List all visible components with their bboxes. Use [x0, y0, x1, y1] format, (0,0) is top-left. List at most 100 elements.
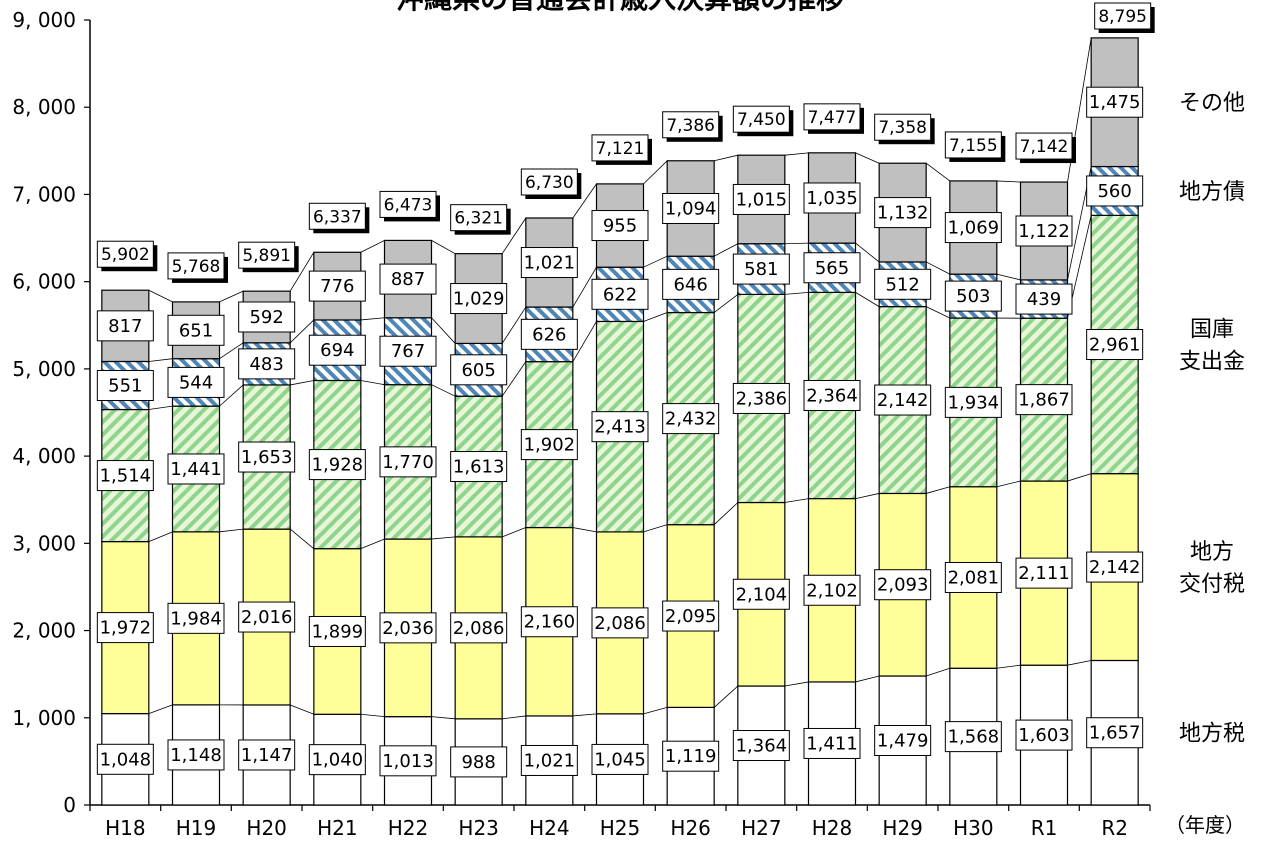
connector-line	[1067, 473, 1092, 482]
data-label: 817	[108, 316, 142, 337]
label-box	[308, 449, 366, 481]
label-box	[379, 446, 437, 478]
connector-line	[289, 319, 315, 344]
label-box	[591, 411, 649, 443]
connector-line	[148, 358, 173, 362]
connector-line	[431, 240, 456, 255]
connector-line	[855, 675, 880, 683]
connector-line	[572, 266, 597, 308]
label-box	[591, 134, 649, 162]
data-label: 1,040	[312, 750, 364, 771]
connector-line	[360, 380, 385, 386]
label-box	[450, 451, 508, 483]
data-label: 544	[179, 372, 213, 393]
connector-line	[784, 681, 809, 687]
connector-line	[855, 152, 880, 164]
label-box	[450, 354, 508, 386]
data-label: 1,984	[170, 608, 222, 629]
connector-line	[360, 538, 385, 550]
connector-line	[289, 252, 315, 292]
data-label: 1,934	[948, 392, 1000, 413]
connector-line	[219, 528, 244, 533]
label-box	[732, 730, 790, 762]
data-label: 512	[885, 274, 919, 295]
x-tick-label: H30	[953, 816, 994, 840]
data-label: 1,441	[170, 459, 222, 480]
total-label: 7,450	[737, 110, 786, 130]
connector-line	[784, 242, 809, 245]
label-box	[238, 301, 296, 333]
data-label: 1,899	[312, 621, 364, 642]
connector-line	[855, 493, 880, 499]
connector-line	[360, 317, 385, 321]
data-label: 2,142	[1089, 557, 1141, 578]
data-label: 551	[108, 376, 142, 397]
connector-line	[572, 321, 597, 362]
connector-line	[290, 704, 314, 715]
label-box	[96, 460, 154, 492]
label-box	[732, 382, 790, 414]
legend-label: 国庫	[1190, 318, 1234, 343]
label-box	[591, 278, 649, 310]
y-tick-label: 5, 000	[12, 357, 76, 381]
data-label: 2,364	[806, 385, 858, 406]
data-label: 1,657	[1089, 723, 1141, 744]
data-label: 1,514	[100, 466, 152, 487]
data-label: 1,867	[1018, 390, 1070, 411]
data-label: 988	[461, 752, 495, 773]
connector-line	[501, 306, 527, 344]
data-label: 2,386	[736, 388, 788, 409]
label-box	[803, 727, 861, 759]
total-label: 7,358	[878, 118, 927, 138]
label-box	[732, 253, 790, 285]
label-box	[944, 561, 1002, 593]
data-label: 2,102	[806, 580, 858, 601]
connector-line	[713, 685, 739, 708]
label-box	[308, 615, 366, 647]
data-label: 483	[249, 354, 283, 375]
label-box	[96, 310, 154, 342]
label-box	[379, 745, 437, 777]
x-tick-label: H26	[670, 816, 711, 840]
total-label: 5,902	[101, 245, 150, 265]
data-label: 622	[603, 284, 637, 305]
connector-line	[643, 312, 668, 322]
label-box	[379, 263, 437, 295]
chart-title: 沖縄県の普通会計歳入決算額の推移	[396, 0, 844, 15]
connector-line	[643, 707, 668, 715]
y-tick-label: 1, 000	[12, 706, 76, 730]
label-box	[520, 606, 578, 638]
label-box	[1015, 557, 1073, 589]
data-label: 581	[744, 259, 778, 280]
data-label: 2,086	[594, 613, 646, 634]
legend-label: 地方債	[1179, 180, 1245, 205]
label-box	[662, 268, 720, 300]
legend-label: 地方税	[1179, 722, 1245, 747]
label-box	[591, 210, 649, 242]
axes: 0 1, 000 2, 000 3, 000 4, 000 5, 000 6, 000 7, …	[12, 8, 1151, 840]
data-label: 1,119	[665, 746, 717, 767]
data-label: 1,364	[736, 736, 788, 757]
data-label: 955	[603, 216, 637, 237]
total-label: 5,891	[242, 246, 291, 266]
data-label: 1,902	[524, 435, 576, 456]
y-tick-label: 0	[63, 793, 76, 817]
x-tick-label: H19	[176, 816, 217, 840]
label-box	[662, 403, 720, 435]
label-box	[238, 348, 296, 380]
x-tick-label: H23	[458, 816, 499, 840]
connector-line	[502, 527, 526, 538]
data-label: 592	[249, 307, 283, 328]
label-box	[1094, 2, 1152, 30]
data-label: 2,142	[877, 390, 929, 411]
connector-line	[290, 380, 314, 386]
data-label: 694	[320, 340, 354, 361]
label-box	[520, 168, 578, 196]
connector-line	[925, 306, 951, 319]
x-tick-label: H27	[741, 816, 782, 840]
label-box	[662, 740, 720, 772]
x-tick-label: H29	[882, 816, 923, 840]
label-box	[520, 247, 578, 279]
connector-line	[501, 217, 527, 254]
